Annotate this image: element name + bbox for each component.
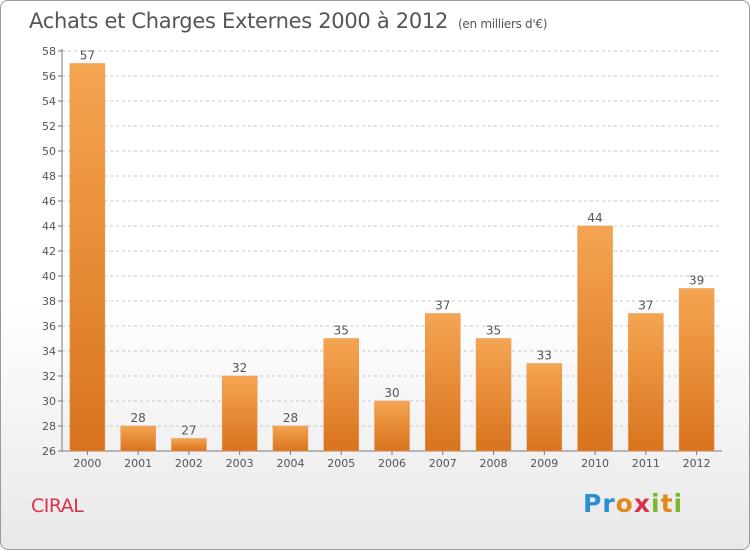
- data-label: 35: [486, 324, 501, 338]
- x-tick-label: 2001: [124, 457, 152, 470]
- logo-letter: r: [602, 489, 616, 518]
- y-tick-label: 50: [42, 145, 56, 158]
- data-label: 39: [689, 274, 704, 288]
- y-tick-label: 30: [42, 395, 56, 408]
- bar: [425, 313, 461, 452]
- x-tick-label: 2009: [530, 457, 558, 470]
- x-tick-label: 2003: [226, 457, 254, 470]
- y-tick-label: 32: [42, 370, 56, 383]
- x-tick-label: 2006: [378, 457, 406, 470]
- bar: [323, 338, 359, 452]
- x-tick-label: 2004: [276, 457, 304, 470]
- bar: [678, 288, 715, 452]
- data-label: 33: [537, 349, 552, 363]
- y-tick-label: 26: [42, 445, 56, 458]
- x-tick-label: 2008: [480, 457, 508, 470]
- logo-letter: o: [615, 489, 634, 518]
- data-label: 30: [384, 386, 399, 400]
- bar: [526, 363, 563, 452]
- y-tick-label: 44: [42, 220, 56, 233]
- bar: [221, 375, 258, 452]
- y-tick-label: 58: [42, 45, 56, 58]
- logo-letter: i: [673, 489, 684, 518]
- bar: [120, 425, 156, 452]
- x-tick-label: 2012: [683, 457, 711, 470]
- bar: [374, 400, 410, 452]
- x-tick-label: 2000: [73, 457, 101, 470]
- chart-unit: (en milliers d'€): [458, 17, 548, 31]
- data-label: 27: [181, 424, 196, 438]
- y-tick-label: 48: [42, 170, 56, 183]
- logo-letter: t: [660, 489, 674, 518]
- data-label: 37: [638, 299, 653, 313]
- y-tick-label: 56: [42, 70, 56, 83]
- y-tick-label: 34: [42, 345, 56, 358]
- x-tick-label: 2007: [429, 457, 457, 470]
- y-tick-label: 28: [42, 420, 56, 433]
- town-name: CIRAL: [31, 495, 84, 517]
- data-label: 37: [435, 299, 450, 313]
- y-tick-label: 36: [42, 320, 56, 333]
- bar: [171, 438, 207, 452]
- data-label: 57: [80, 49, 95, 63]
- y-tick-label: 52: [42, 120, 56, 133]
- data-label: 32: [232, 361, 247, 375]
- data-label: 44: [587, 211, 602, 225]
- chart-title: Achats et Charges Externes 2000 à 2012 (e…: [29, 9, 547, 33]
- bar: [628, 313, 664, 452]
- y-tick-label: 40: [42, 270, 56, 283]
- bar: [475, 338, 512, 452]
- x-tick-label: 2002: [175, 457, 203, 470]
- data-label: 28: [131, 411, 146, 425]
- x-tick-label: 2011: [632, 457, 660, 470]
- x-tick-label: 2005: [327, 457, 355, 470]
- data-label: 28: [283, 411, 298, 425]
- logo-letter: i: [651, 489, 661, 518]
- data-label: 35: [334, 324, 349, 338]
- y-tick-label: 38: [42, 295, 56, 308]
- bar: [272, 425, 309, 452]
- bar: [577, 225, 613, 452]
- logo-letter: x: [633, 489, 651, 518]
- y-tick-label: 54: [42, 95, 56, 108]
- proxiti-logo[interactable]: Proxiti: [583, 489, 683, 518]
- chart-title-text: Achats et Charges Externes 2000 à 2012: [29, 9, 449, 33]
- y-tick-label: 42: [42, 245, 56, 258]
- x-tick-label: 2010: [581, 457, 609, 470]
- y-tick-label: 46: [42, 195, 56, 208]
- bar: [69, 63, 106, 452]
- logo-letter: P: [583, 489, 603, 518]
